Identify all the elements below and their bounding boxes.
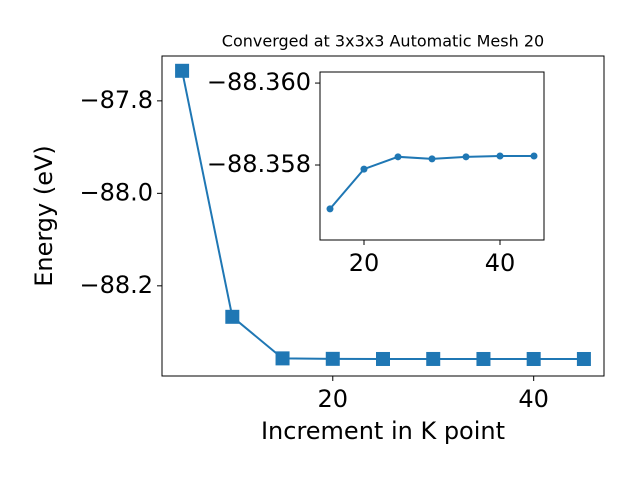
marker — [394, 153, 402, 161]
y-tick-label: −88.2 — [79, 271, 153, 299]
x-tick-label: 20 — [349, 249, 380, 277]
marker — [428, 155, 436, 163]
marker — [526, 351, 541, 366]
marker — [275, 351, 290, 366]
x-tick-label: 40 — [485, 249, 516, 277]
marker — [326, 205, 334, 213]
x-tick-label: 40 — [518, 385, 549, 413]
marker — [530, 152, 538, 160]
y-tick-label: −87.8 — [79, 86, 153, 114]
marker — [476, 351, 491, 366]
marker — [325, 351, 340, 366]
marker — [496, 152, 504, 160]
y-tick-label: −88.358 — [207, 150, 311, 178]
marker — [576, 351, 591, 366]
x-tick-label: 20 — [317, 385, 348, 413]
marker — [175, 63, 190, 78]
y-tick-label: −88.0 — [79, 178, 153, 206]
marker — [225, 309, 240, 324]
marker — [376, 351, 390, 366]
marker — [426, 351, 441, 366]
x-axis-label: Increment in K point — [261, 417, 505, 445]
y-tick-label: −88.360 — [207, 68, 311, 96]
marker — [360, 165, 368, 173]
marker — [462, 153, 470, 161]
chart-title: Converged at 3x3x3 Automatic Mesh 20 — [222, 32, 544, 51]
y-axis-label: Energy (eV) — [30, 145, 58, 287]
